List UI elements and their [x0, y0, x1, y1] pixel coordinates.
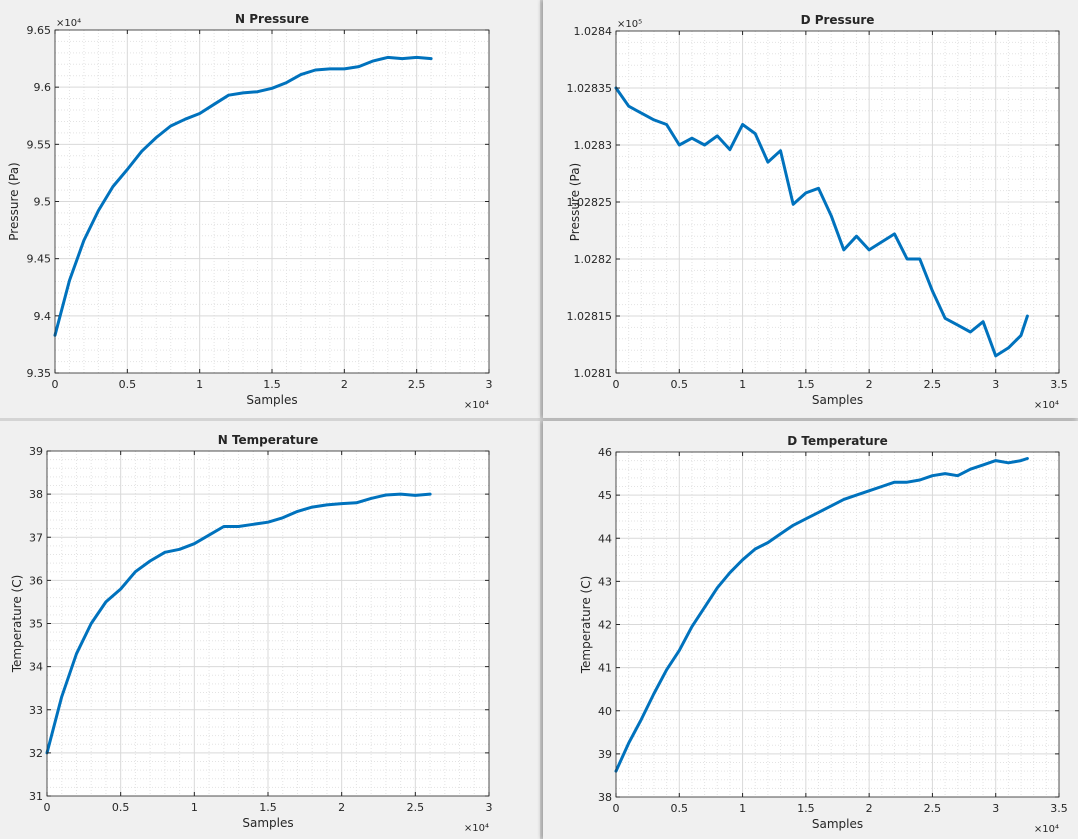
y-axis-label: Pressure (Pa) — [7, 162, 21, 240]
n-pressure-panel: 0 0.5 1 1.5 2 2.5 3 9.35 9.4 9.45 9.5 9.55 9.6 9.65 N … — [0, 0, 540, 418]
y-tick-label: 9.45 — [27, 253, 52, 266]
x-tick-label: 0.5 — [671, 802, 689, 815]
x-tick-label: 2.5 — [924, 802, 942, 815]
y-axis-label: Temperature (C) — [579, 576, 593, 675]
y-tick-label: 1.0282 — [574, 253, 613, 266]
x-tick-label: 2 — [338, 801, 345, 814]
x-exponent-label: ×10⁴ — [464, 400, 489, 411]
y-tick-label: 39 — [29, 445, 43, 458]
y-tick-label: 32 — [29, 747, 43, 760]
x-axis-label: Samples — [246, 393, 297, 407]
y-tick-label: 1.0281 — [574, 367, 613, 380]
x-tick-label: 1.5 — [263, 378, 281, 391]
x-tick-label: 0 — [52, 378, 59, 391]
y-axis-label: Pressure (Pa) — [568, 163, 582, 241]
x-tick-label: 2.5 — [408, 378, 426, 391]
series-line — [45, 492, 432, 755]
y-exponent-label: ×10⁵ — [617, 19, 642, 30]
y-tick-label: 43 — [598, 575, 612, 588]
x-tick-label: 1.5 — [259, 801, 277, 814]
x-tick-label: 1.5 — [797, 802, 815, 815]
x-exponent-label: ×10⁴ — [464, 823, 489, 834]
x-tick-label: 3.5 — [1050, 802, 1068, 815]
series-line — [53, 55, 433, 337]
y-tick-label: 9.5 — [34, 196, 52, 209]
y-tick-label: 39 — [598, 748, 612, 761]
y-tick-label: 42 — [598, 619, 612, 632]
y-tick-label: 40 — [598, 705, 612, 718]
chart-title: D Temperature — [787, 434, 887, 448]
y-tick-label: 37 — [29, 531, 43, 544]
y-tick-label: 46 — [598, 446, 612, 459]
y-tick-label: 9.65 — [27, 24, 52, 37]
d-temperature-chart: 0 0.5 1 1.5 2 2.5 3 3.5 38 39 40 41 42 43 44 45 46 D Temp… — [579, 434, 1068, 835]
x-tick-label: 0.5 — [119, 378, 137, 391]
y-tick-label: 35 — [29, 618, 43, 631]
series-line — [614, 86, 1029, 358]
y-tick-label: 9.4 — [34, 310, 52, 323]
y-tick-label: 9.6 — [34, 81, 52, 94]
major-grid — [616, 31, 1059, 373]
x-tick-label: 0.5 — [671, 378, 689, 391]
y-tick-label: 1.02825 — [567, 196, 613, 209]
major-grid — [616, 452, 1059, 797]
x-tick-label: 0 — [44, 801, 51, 814]
n-pressure-chart: 0 0.5 1 1.5 2 2.5 3 9.35 9.4 9.45 9.5 9.55 9.6 9.65 N … — [7, 12, 493, 411]
y-axis-label: Temperature (C) — [10, 575, 24, 674]
x-tick-label: 1.5 — [797, 378, 815, 391]
x-tick-label: 2.5 — [924, 378, 942, 391]
x-tick-label: 1 — [191, 801, 198, 814]
y-tick-label: 34 — [29, 661, 43, 674]
x-tick-label: 1 — [196, 378, 203, 391]
y-tick-label: 1.0283 — [574, 139, 613, 152]
d-pressure-panel: 0 0.5 1 1.5 2 2.5 3 3.5 1.0281 1.02815 1.0282 1.028… — [543, 0, 1078, 418]
y-tick-label: 45 — [598, 489, 612, 502]
y-tick-label: 1.02835 — [567, 82, 613, 95]
minor-grid — [616, 452, 1059, 797]
y-tick-label: 44 — [598, 532, 612, 545]
x-tick-label: 3 — [992, 378, 999, 391]
y-tick-label: 1.0284 — [574, 25, 613, 38]
y-exponent-label: ×10⁴ — [56, 18, 81, 29]
x-tick-label: 3 — [486, 801, 493, 814]
x-tick-label: 2 — [866, 378, 873, 391]
y-tick-label: 33 — [29, 704, 43, 717]
d-temperature-panel: 0 0.5 1 1.5 2 2.5 3 3.5 38 39 40 41 42 43 44 45 46 D Temp… — [543, 421, 1078, 839]
x-axis-label: Samples — [242, 816, 293, 830]
x-tick-label: 2 — [866, 802, 873, 815]
y-tick-label: 9.35 — [27, 367, 52, 380]
n-temperature-panel: 0 0.5 1 1.5 2 2.5 3 31 32 33 34 35 36 37 38 39 N Tempera… — [0, 421, 540, 839]
x-tick-label: 2.5 — [407, 801, 425, 814]
d-pressure-chart: 0 0.5 1 1.5 2 2.5 3 3.5 1.0281 1.02815 1.0282 1.028… — [567, 13, 1068, 411]
x-tick-label: 3.5 — [1050, 378, 1068, 391]
x-tick-label: 2 — [341, 378, 348, 391]
y-tick-label: 41 — [598, 662, 612, 675]
n-temperature-chart: 0 0.5 1 1.5 2 2.5 3 31 32 33 34 35 36 37 38 39 N Tempera… — [10, 433, 493, 834]
x-tick-label: 1 — [739, 802, 746, 815]
y-tick-label: 38 — [29, 488, 43, 501]
x-axis-label: Samples — [812, 393, 863, 407]
x-tick-label: 0 — [613, 802, 620, 815]
x-tick-label: 0.5 — [112, 801, 130, 814]
x-axis-label: Samples — [812, 817, 863, 831]
chart-title: N Pressure — [235, 12, 309, 26]
series-line — [614, 457, 1029, 773]
y-tick-label: 9.55 — [27, 138, 52, 151]
x-tick-label: 1 — [739, 378, 746, 391]
x-tick-label: 3 — [486, 378, 493, 391]
y-tick-label: 38 — [598, 791, 612, 804]
x-tick-label: 3 — [992, 802, 999, 815]
y-tick-label: 36 — [29, 574, 43, 587]
x-exponent-label: ×10⁴ — [1034, 824, 1059, 835]
x-tick-label: 0 — [613, 378, 620, 391]
y-tick-label: 1.02815 — [567, 310, 613, 323]
chart-title: D Pressure — [801, 13, 875, 27]
y-tick-label: 31 — [29, 790, 43, 803]
x-exponent-label: ×10⁴ — [1034, 400, 1059, 411]
chart-title: N Temperature — [218, 433, 319, 447]
